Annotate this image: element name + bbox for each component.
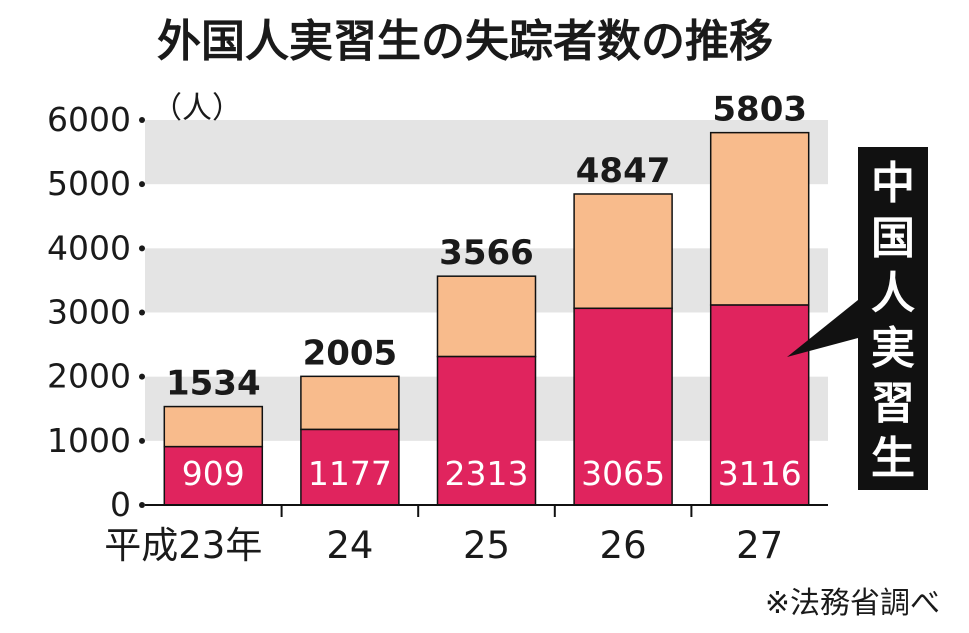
y-unit-label: （人） <box>152 91 242 126</box>
x-tick-label: 27 <box>736 524 783 567</box>
bar-total-label: 1534 <box>166 364 261 404</box>
bar-inner-label: 1177 <box>308 454 392 493</box>
y-tick-label: 6000 <box>47 100 131 139</box>
y-tick-mark <box>139 117 145 123</box>
bar-chinese <box>300 428 400 506</box>
y-tick-label: 4000 <box>47 228 131 267</box>
bar-inner-label: 2313 <box>445 454 529 493</box>
y-tick-mark <box>139 373 145 380</box>
x-tick-label: 25 <box>463 524 510 567</box>
x-axis: 平成23年 24 25 26 27 <box>104 504 828 567</box>
y-tick-label: 2000 <box>47 357 131 396</box>
bar-series: 1534 909 2005 1177 3566 2313 4847 3065 5803 3116 <box>163 90 810 506</box>
bar-other <box>573 193 673 310</box>
y-tick-mark <box>139 437 145 444</box>
y-tick-mark <box>139 502 145 508</box>
y-tick-mark <box>139 245 145 252</box>
bar-chinese <box>709 304 810 506</box>
y-tick-label: 0 <box>110 485 131 524</box>
x-tick-label: 24 <box>326 524 373 567</box>
bar-total-label: 2005 <box>303 333 398 373</box>
source-note: ※法務省調べ <box>765 586 940 621</box>
bar-other <box>300 375 400 431</box>
chart-title: 外国人実習生の失踪者数の推移 <box>157 16 773 67</box>
x-tick-label: 26 <box>600 524 647 567</box>
bar-inner-label: 3116 <box>718 454 802 493</box>
bar-inner-label: 3065 <box>581 454 665 493</box>
bar-other <box>709 131 810 306</box>
bar-other <box>436 275 537 358</box>
y-axis: 0 1000 2000 3000 4000 5000 6000 <box>47 100 145 524</box>
bar-inner-label: 909 <box>182 454 245 493</box>
y-tick-mark <box>139 309 145 316</box>
bar-total-label: 3566 <box>439 233 534 273</box>
y-tick-label: 1000 <box>47 421 131 460</box>
y-tick-mark <box>139 181 145 188</box>
bar-total-label: 4847 <box>576 151 671 191</box>
callout-label: 中国人実習生 <box>787 147 928 490</box>
bar-other <box>163 405 264 448</box>
callout-pointer <box>787 300 858 357</box>
x-tick-label: 平成23年 <box>104 524 262 567</box>
bar-chinese <box>573 307 673 506</box>
y-tick-label: 3000 <box>47 293 131 332</box>
y-tick-label: 5000 <box>47 164 131 203</box>
callout-box <box>858 147 928 490</box>
bar-total-label: 5803 <box>712 90 807 130</box>
callout-text: 中国人実習生 <box>871 158 915 484</box>
